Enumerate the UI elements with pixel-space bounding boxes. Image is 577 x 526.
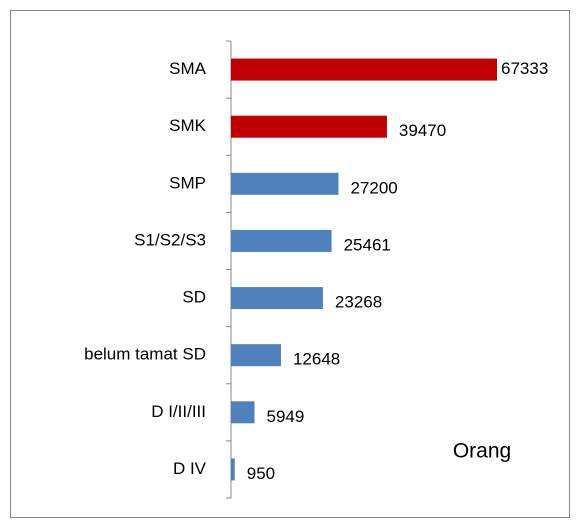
category-label: belum tamat SD: [84, 345, 206, 364]
category-label: SMK: [169, 116, 207, 135]
value-label: 23268: [335, 293, 382, 312]
chart-border: [10, 10, 570, 518]
category-label: D IV: [173, 459, 207, 478]
bar: [231, 58, 497, 81]
bar: [231, 172, 339, 195]
category-label: SMP: [169, 173, 206, 192]
bar: [231, 344, 281, 367]
bar: [231, 287, 323, 310]
value-label: 950: [247, 464, 275, 483]
bar: [231, 115, 387, 138]
value-label: 5949: [267, 407, 305, 426]
value-label: 27200: [350, 178, 397, 197]
category-label: SMA: [169, 59, 207, 78]
category-label: D I/II/III: [151, 402, 206, 421]
category-label: SD: [182, 288, 206, 307]
annotation: Orang: [453, 440, 511, 463]
category-label: S1/S2/S3: [134, 230, 206, 249]
value-label: 12648: [293, 350, 340, 369]
bar: [231, 401, 255, 424]
value-label: 67333: [501, 59, 548, 78]
value-label: 25461: [344, 235, 391, 254]
bar: [231, 458, 235, 481]
bar: [231, 229, 332, 252]
value-label: 39470: [399, 121, 446, 140]
